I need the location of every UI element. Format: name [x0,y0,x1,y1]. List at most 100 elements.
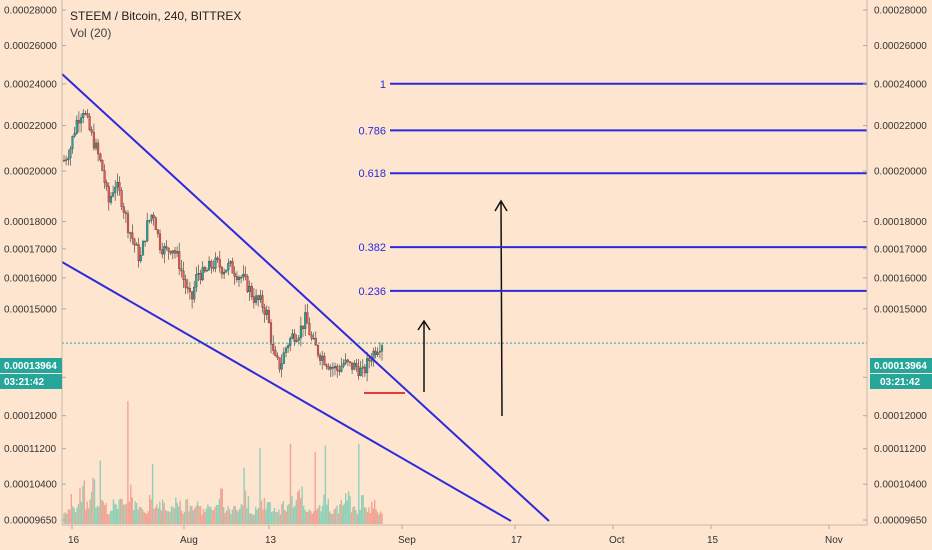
candle-body-114 [306,312,309,324]
volume-bar-55 [143,511,145,524]
volume-bar-18 [89,499,91,524]
candle-body-71 [214,257,217,269]
candle-body-32 [131,232,134,239]
candle-body-70 [212,267,215,269]
volume-bar-200 [353,506,356,524]
volume-bar-211 [369,513,372,524]
volume-bar-188 [336,505,338,524]
x-tick-2: 13 [265,535,277,546]
volume-bar-82 [182,513,184,524]
volume-bar-195 [346,500,348,524]
volume-bar-134 [257,508,260,524]
candle-body-140 [361,366,364,369]
arrow-large[interactable] [494,199,508,417]
volume-bar-162 [298,489,300,524]
volume-bar-186 [333,509,335,524]
fibonacci-levels[interactable]: 1 0.786 0.618 0.382 0.236 [358,79,867,298]
candle-body-29 [124,212,127,214]
candle-body-60 [191,291,194,300]
volume-bar-136 [260,500,263,524]
volume-bar-164 [301,486,303,524]
candle-body-78 [229,261,232,264]
volume-bar-19 [90,491,93,524]
chart-title[interactable]: STEEM / Bitcoin, 240, BITTREX [70,9,241,23]
upper-trendline[interactable] [61,73,550,522]
volume-bar-166 [304,509,306,524]
volume-bar-218 [379,511,382,524]
x-axis[interactable]: 16 Aug 13 Sep 17 Oct 15 Nov [68,525,843,546]
fib-label-3: 0.382 [358,242,386,254]
volume-bar-68 [162,499,164,524]
lower-trendline[interactable] [61,261,512,522]
candle-body-26 [118,182,121,191]
drawings[interactable] [61,73,550,522]
volume-bar-6 [72,506,74,524]
candle-body-67 [205,270,209,272]
candle-body-120 [319,355,322,361]
volume-bar-179 [323,494,325,524]
volume-bar-120 [237,511,239,524]
candle-body-105 [287,345,290,349]
fib-label-1: 0.786 [358,125,386,137]
volume-bar-76 [173,508,176,524]
candle-body-131 [342,363,345,367]
candle-body-116 [310,334,313,339]
volume-bar-128 [249,513,251,524]
volume-bar-48 [133,510,135,524]
volume-bar-105 [215,505,218,524]
volume-bar-113 [227,506,229,524]
y-tick-left-4: 0.00020000 [4,167,57,178]
volume-bar-215 [375,509,377,524]
candle-body-18 [101,160,104,171]
volume-bar-148 [278,509,280,524]
candle-body-95 [265,310,268,315]
candle-body-81 [235,276,238,280]
candle-body-128 [336,366,339,371]
candle-body-16 [97,142,100,155]
candle-body-56 [182,270,185,280]
candle-body-46 [161,249,164,255]
volume-indicator-label[interactable]: Vol (20) [70,26,111,40]
y-tick-right-0: 0.00028000 [874,6,927,17]
volume-bar-90 [194,508,196,524]
candle-body-41 [150,214,153,221]
volume-bar-181 [326,504,328,524]
volume-bar-33 [111,510,113,524]
volume-bar-112 [225,510,228,524]
candle-body-102 [280,363,283,370]
candle-body-5 [73,133,76,137]
candle-body-65 [201,267,204,281]
volume-bar-14 [83,480,85,524]
volume-bar-167 [305,511,308,524]
candle-body-31 [129,232,132,234]
volume-bar-16 [86,501,88,524]
volume-bar-7 [73,508,75,524]
candle-body-23 [112,192,115,197]
volume-bar-83 [183,511,186,524]
candle-body-6 [75,119,78,134]
volume-bar-56 [144,512,146,524]
candle-body-49 [167,247,170,252]
volume-bar-178 [321,505,324,524]
volume-bar-8 [74,512,77,524]
candle-body-88 [250,286,253,297]
volume-bar-1 [64,512,67,524]
candle-body-147 [376,352,379,355]
candle-body-74 [220,267,223,275]
volume-bar-189 [337,513,340,524]
volume-bar-170 [310,511,312,524]
arrow-small[interactable] [417,319,431,392]
candle-body-87 [248,286,251,292]
volume-bar-117 [233,505,235,524]
y-tick-right-10: 0.00012000 [874,411,927,422]
volume-bar-63 [154,507,157,524]
volume-bar-145 [273,508,276,524]
candle-body-33 [133,238,136,246]
volume-bar-172 [313,511,315,524]
candle-body-10 [84,113,87,115]
candle-body-35 [137,244,140,262]
candle-body-61 [193,286,196,300]
volume-bar-98 [205,508,207,524]
candle-body-0 [62,160,66,162]
